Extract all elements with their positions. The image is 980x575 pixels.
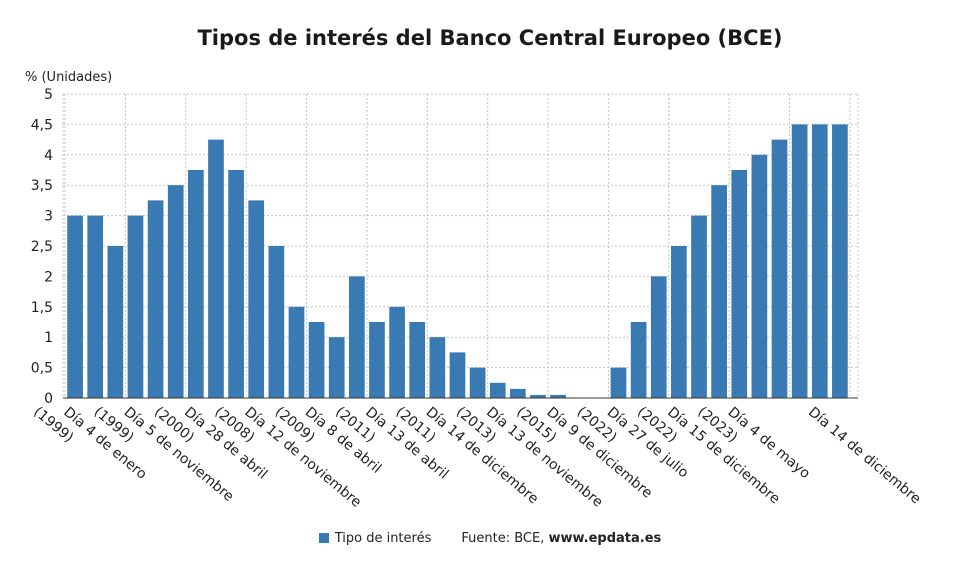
bar (751, 154, 768, 398)
x-tick-labels: Día 4 de enero(1999) Día 5 de noviembre(1… (30, 404, 924, 511)
bar (268, 246, 285, 398)
bar (127, 215, 144, 398)
bar (832, 124, 848, 399)
bar (731, 170, 748, 398)
y-tick-label: 5 (44, 87, 53, 103)
bar (107, 246, 124, 398)
bar (87, 215, 104, 398)
y-tick-label: 2,5 (31, 239, 53, 255)
y-tick-label: 4 (44, 148, 53, 164)
bar (771, 139, 788, 398)
y-tick-label: 2 (44, 269, 53, 285)
source-prefix: Fuente: BCE, (461, 531, 549, 546)
bar (228, 170, 244, 398)
bar (610, 367, 627, 398)
y-tick-labels: 0 0,5 1 1,5 2 2,5 3 3,5 4 4,5 5 (31, 87, 53, 407)
bar (811, 124, 828, 399)
bar (550, 394, 566, 398)
bar (369, 322, 385, 398)
bar (167, 185, 184, 398)
bar (510, 388, 526, 398)
bar (691, 215, 707, 398)
x-tick-label-line1: Día 14 de diciembre (805, 404, 924, 507)
bar (711, 185, 727, 398)
source-link[interactable]: www.epdata.es (548, 531, 662, 546)
bar (630, 322, 647, 398)
y-tick-label: 0,5 (31, 361, 53, 377)
y-tick-label: 1,5 (31, 300, 53, 316)
bar (791, 124, 808, 399)
bar (469, 367, 486, 398)
bar (530, 394, 546, 398)
bar (208, 139, 224, 398)
bar (449, 352, 466, 398)
y-tick-label: 0 (44, 391, 53, 407)
bar (187, 170, 204, 398)
bar (671, 246, 687, 398)
bar (429, 337, 446, 398)
bar (308, 322, 325, 398)
y-tick-label: 4,5 (31, 117, 53, 133)
bar (248, 200, 265, 398)
bar (489, 382, 506, 398)
bar (650, 276, 667, 398)
chart-title: Tipos de interés del Banco Central Europ… (197, 26, 783, 50)
bars (67, 124, 848, 399)
bar (389, 306, 405, 398)
y-axis-label: % (Unidades) (25, 70, 112, 85)
bar (409, 322, 426, 398)
legend-label: Tipo de interés (334, 531, 432, 546)
bar (288, 306, 305, 398)
legend: Tipo de interés Fuente: BCE, www.epdata.e… (0, 531, 980, 546)
legend-swatch (318, 533, 329, 543)
y-tick-label: 1 (44, 330, 53, 346)
bar (328, 337, 345, 398)
bar (147, 200, 164, 398)
y-tick-label: 3 (44, 209, 53, 225)
bar (348, 276, 365, 398)
y-tick-label: 3,5 (31, 178, 53, 194)
x-tick-label: Día 14 de diciembre (805, 404, 924, 507)
bar (67, 215, 83, 398)
